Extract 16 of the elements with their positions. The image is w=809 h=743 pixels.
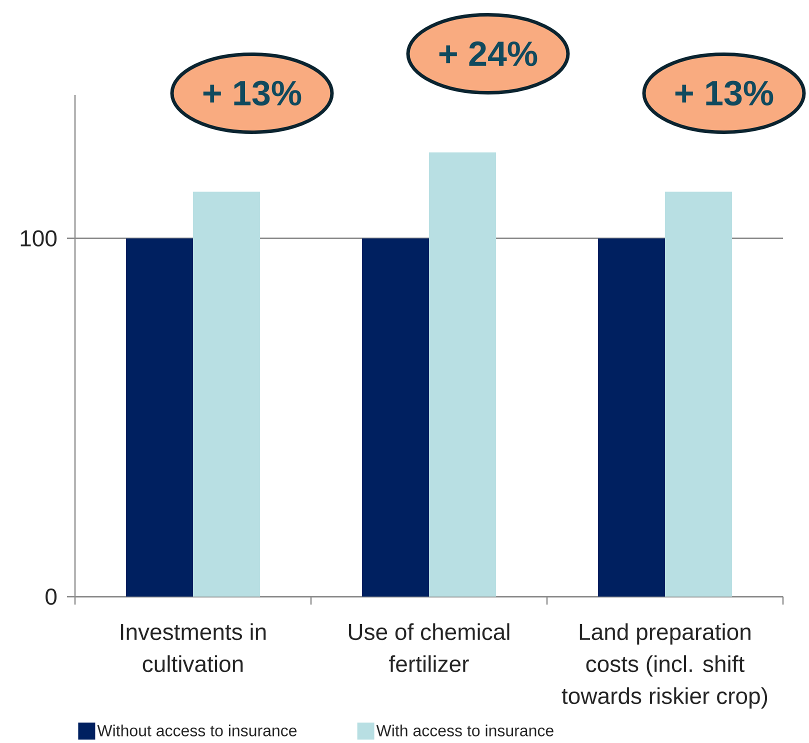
y-tick-label: 0 xyxy=(46,588,57,605)
bar xyxy=(598,238,665,597)
y-tick-label: 100 xyxy=(20,230,57,246)
text: + 24% xyxy=(439,41,538,66)
x-tick-label: Investments in cultivation xyxy=(120,623,266,672)
annotation: + 13% xyxy=(203,80,302,106)
bar xyxy=(362,238,429,597)
annotation: + 13% xyxy=(675,80,774,106)
bar xyxy=(429,152,496,597)
bar xyxy=(193,192,260,597)
bar xyxy=(665,192,732,597)
legend-label: Without access to insurance xyxy=(97,724,297,736)
legend-label: With access to insurance xyxy=(376,724,554,736)
bar xyxy=(126,238,194,597)
x-tick-label: Use of chemical fertilizer xyxy=(348,623,510,672)
x-tick-label: Land preparation costs (incl. shift towards riskier crop) xyxy=(562,623,768,709)
